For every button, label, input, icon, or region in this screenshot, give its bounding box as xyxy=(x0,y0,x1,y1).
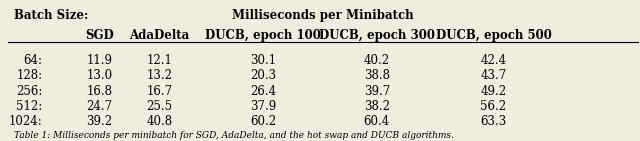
Text: 26.4: 26.4 xyxy=(250,85,276,98)
Text: 13.0: 13.0 xyxy=(86,69,113,82)
Text: 16.7: 16.7 xyxy=(146,85,172,98)
Text: 40.8: 40.8 xyxy=(146,115,172,128)
Text: 20.3: 20.3 xyxy=(250,69,276,82)
Text: DUCB, epoch 100: DUCB, epoch 100 xyxy=(205,29,321,42)
Text: 37.9: 37.9 xyxy=(250,100,276,113)
Text: 38.2: 38.2 xyxy=(364,100,390,113)
Text: 49.2: 49.2 xyxy=(481,85,507,98)
Text: 60.2: 60.2 xyxy=(250,115,276,128)
Text: 38.8: 38.8 xyxy=(364,69,390,82)
Text: 63.3: 63.3 xyxy=(481,115,507,128)
Text: 43.7: 43.7 xyxy=(481,69,507,82)
Text: 16.8: 16.8 xyxy=(86,85,112,98)
Text: 60.4: 60.4 xyxy=(364,115,390,128)
Text: 512:: 512: xyxy=(16,100,42,113)
Text: 24.7: 24.7 xyxy=(86,100,113,113)
Text: 39.7: 39.7 xyxy=(364,85,390,98)
Text: 12.1: 12.1 xyxy=(147,54,172,67)
Text: 40.2: 40.2 xyxy=(364,54,390,67)
Text: 30.1: 30.1 xyxy=(250,54,276,67)
Text: Table 1: Milliseconds per minibatch for SGD, AdaDelta, and the hot swap and DUCB: Table 1: Milliseconds per minibatch for … xyxy=(14,131,454,140)
Text: Milliseconds per Minibatch: Milliseconds per Minibatch xyxy=(232,9,414,22)
Text: 128:: 128: xyxy=(17,69,42,82)
Text: DUCB, epoch 500: DUCB, epoch 500 xyxy=(436,29,552,42)
Text: 11.9: 11.9 xyxy=(86,54,112,67)
Text: 256:: 256: xyxy=(16,85,42,98)
Text: 13.2: 13.2 xyxy=(146,69,172,82)
Text: 25.5: 25.5 xyxy=(146,100,172,113)
Text: 64:: 64: xyxy=(24,54,42,67)
Text: 56.2: 56.2 xyxy=(481,100,507,113)
Text: SGD: SGD xyxy=(85,29,114,42)
Text: AdaDelta: AdaDelta xyxy=(129,29,189,42)
Text: 1024:: 1024: xyxy=(9,115,42,128)
Text: Batch Size:: Batch Size: xyxy=(14,9,88,22)
Text: 42.4: 42.4 xyxy=(481,54,507,67)
Text: 39.2: 39.2 xyxy=(86,115,113,128)
Text: DUCB, epoch 300: DUCB, epoch 300 xyxy=(319,29,435,42)
